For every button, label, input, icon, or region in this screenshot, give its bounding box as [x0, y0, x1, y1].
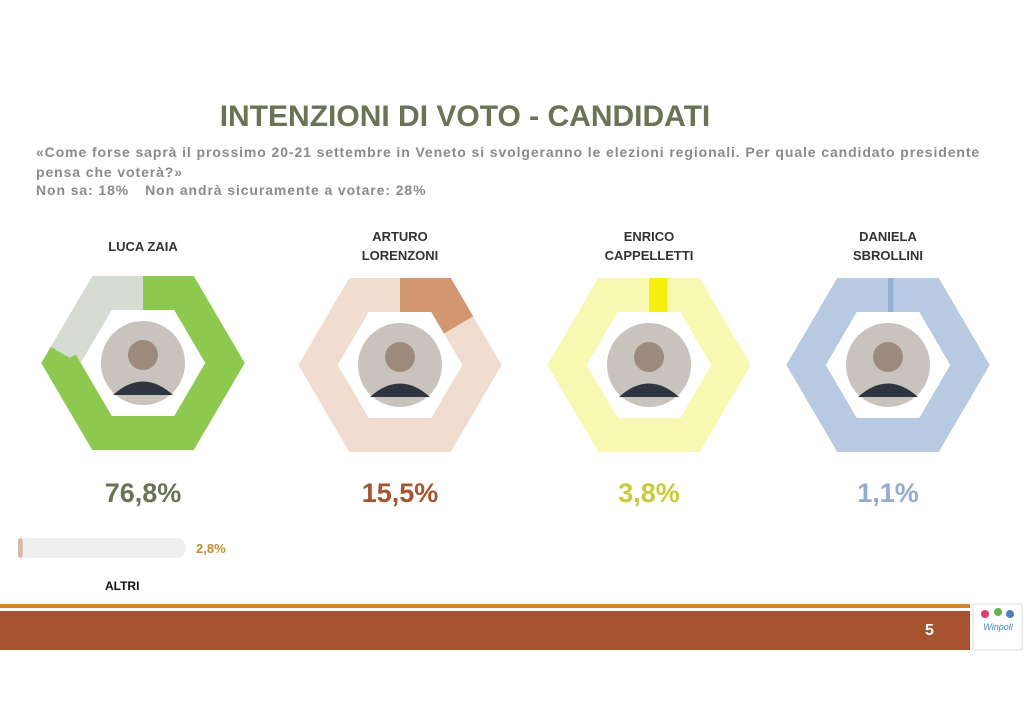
- value-label: 3,8%: [618, 478, 680, 508]
- others-track: [18, 538, 186, 558]
- others-bar: [18, 538, 23, 558]
- photo-body: [858, 383, 918, 397]
- divider: [0, 604, 970, 608]
- candidate-name: DANIELA SBROLLINI: [852, 229, 924, 263]
- others-value-label: 2,8%: [196, 541, 226, 556]
- footer-band: [0, 611, 970, 650]
- photo-head: [385, 342, 415, 372]
- logo-dot: [1006, 610, 1014, 618]
- note: Non andrà sicuramente a votare: 28%: [145, 182, 427, 198]
- notes: Non sa: 18% Non andrà sicuramente a votar…: [36, 182, 426, 198]
- logo-dot: [981, 610, 989, 618]
- candidate-name: LUCA ZAIA: [108, 238, 178, 254]
- gauge-track: [786, 278, 990, 452]
- note: Non sa: 18%: [36, 182, 130, 198]
- others-label: ALTRI: [105, 579, 140, 593]
- photo-head: [873, 342, 903, 372]
- candidate-name: ENRICO CAPPELLETTI: [604, 229, 694, 263]
- value-label: 76,8%: [104, 478, 182, 508]
- photo-head: [128, 340, 158, 370]
- page-number: 5: [925, 622, 934, 639]
- photo-head: [634, 342, 664, 372]
- photo-body: [619, 383, 679, 397]
- candidate-name: ARTURO LORENZONI: [361, 229, 439, 263]
- question: «Come forse saprà il prossimo 20-21 sett…: [36, 144, 981, 180]
- gauge-value: [298, 278, 502, 452]
- logo-text: Winpoll: [983, 622, 1013, 632]
- title: INTENZIONI DI VOTO - CANDIDATI: [219, 100, 711, 133]
- logo-dot: [994, 608, 1002, 616]
- value-label: 1,1%: [857, 478, 919, 508]
- photo-body: [370, 383, 430, 397]
- gauge-value: [41, 276, 245, 450]
- value-label: 15,5%: [361, 478, 439, 508]
- photo-body: [113, 381, 173, 395]
- gauge-track: [547, 278, 751, 452]
